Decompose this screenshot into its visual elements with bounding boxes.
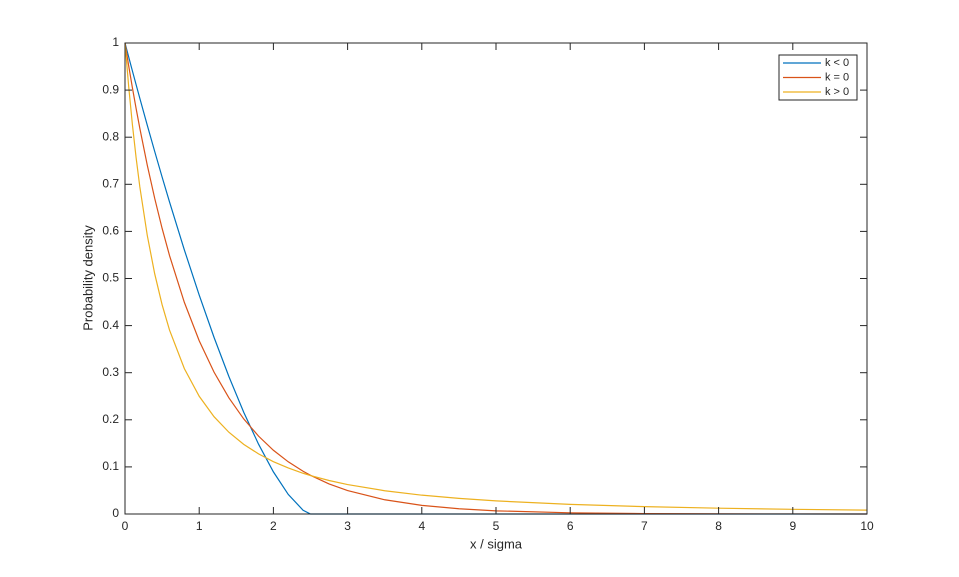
line-series: [124, 42, 868, 511]
y-tick-label: 0.8: [102, 129, 119, 143]
x-tick-label: 10: [860, 519, 874, 533]
x-tick-label: 0: [122, 519, 129, 533]
x-tick-label: 4: [418, 519, 425, 533]
y-tick-label: 1: [112, 35, 119, 49]
y-axis-label: Probability density: [80, 225, 95, 331]
y-tick-label: 0.3: [102, 365, 119, 379]
x-tick-label: 2: [270, 519, 277, 533]
y-tick-label: 0.5: [102, 271, 119, 285]
y-tick-label: 0.6: [102, 224, 119, 238]
x-tick-label: 8: [715, 519, 722, 533]
y-tick-label: 0: [112, 506, 119, 520]
legend-label: k > 0: [825, 86, 849, 98]
x-tick-label: 6: [567, 519, 574, 533]
line-series: [124, 42, 868, 515]
x-tick-label: 5: [493, 519, 500, 533]
x-tick-label: 9: [789, 519, 796, 533]
x-axis-label: x / sigma: [470, 536, 523, 551]
legend-label: k < 0: [825, 57, 849, 69]
x-tick-label: 1: [196, 519, 203, 533]
legend-label: k = 0: [825, 71, 849, 83]
legend: k < 0 k = 0 k > 0: [778, 54, 858, 101]
y-tick-label: 0.1: [102, 459, 119, 473]
x-tick-label: 7: [641, 519, 648, 533]
y-tick-label: 0.7: [102, 176, 119, 190]
y-tick-label: 0.4: [102, 318, 119, 332]
y-tick-label: 0.9: [102, 82, 119, 96]
x-tick-label: 3: [344, 519, 351, 533]
y-tick-label: 0.2: [102, 412, 119, 426]
